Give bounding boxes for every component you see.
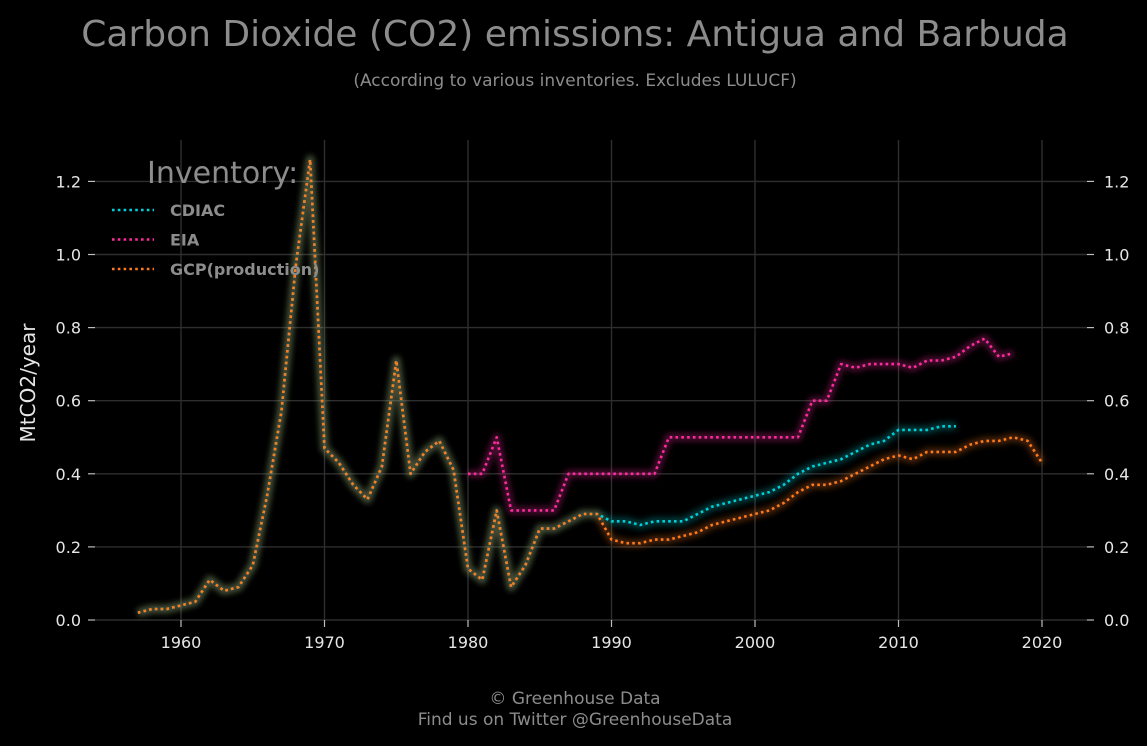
x-tick-label: 1970 (304, 633, 345, 652)
y-tick-label-right: 0.4 (1104, 465, 1129, 484)
y-tick-label-left: 0.0 (56, 611, 81, 630)
x-tick-label: 2020 (1022, 633, 1063, 652)
x-tick-label: 1960 (161, 633, 202, 652)
series-line-eia (468, 337, 1014, 512)
y-axis-label: MtCO2/year (16, 323, 40, 443)
series-glow-gcp-production (136, 155, 1046, 617)
y-tick-label-right: 0.2 (1104, 538, 1129, 557)
series-glow (136, 155, 1046, 617)
x-tick-label: 1990 (591, 633, 632, 652)
series-line-gcp-production (137, 158, 1044, 614)
y-tick-label-right: 1.2 (1104, 172, 1129, 191)
legend-label-gcp-production: GCP(production) (170, 260, 319, 279)
x-tick-label: 2000 (735, 633, 776, 652)
legend-title: Inventory: (147, 156, 298, 191)
y-tick-label-left: 0.6 (56, 392, 81, 411)
y-tick-label-right: 0.6 (1104, 392, 1129, 411)
y-tick-label-right: 1.0 (1104, 246, 1129, 265)
axes: 1960 1970 1980 1990 2000 2010 2020 0.0 0.0 0.2 0.2… (56, 172, 1130, 652)
y-tick-label-right: 0.8 (1104, 319, 1129, 338)
x-tick-label: 2010 (878, 633, 919, 652)
y-tick-label-left: 1.2 (56, 172, 81, 191)
legend-label-cdiac: CDIAC (170, 201, 225, 220)
legend: Inventory: CDIAC EIA GCP(production) (112, 156, 319, 279)
chart-title: Carbon Dioxide (CO2) emissions: Antigua … (81, 14, 1068, 55)
y-tick-label-left: 0.8 (56, 319, 81, 338)
x-tick-label: 1980 (448, 633, 489, 652)
y-tick-label-right: 0.0 (1104, 611, 1129, 630)
grid (95, 140, 1087, 621)
series-glow-eia (468, 334, 1015, 515)
y-tick-label-left: 0.2 (56, 538, 81, 557)
chart-subtitle: (According to various inventories. Exclu… (353, 71, 796, 91)
legend-label-eia: EIA (170, 231, 200, 250)
series-lines (137, 158, 1044, 614)
y-tick-label-left: 1.0 (56, 246, 81, 265)
footer-credit: © Greenhouse Data (489, 689, 660, 709)
y-tick-label-left: 0.4 (56, 465, 81, 484)
footer-twitter: Find us on Twitter @GreenhouseData (418, 710, 733, 730)
